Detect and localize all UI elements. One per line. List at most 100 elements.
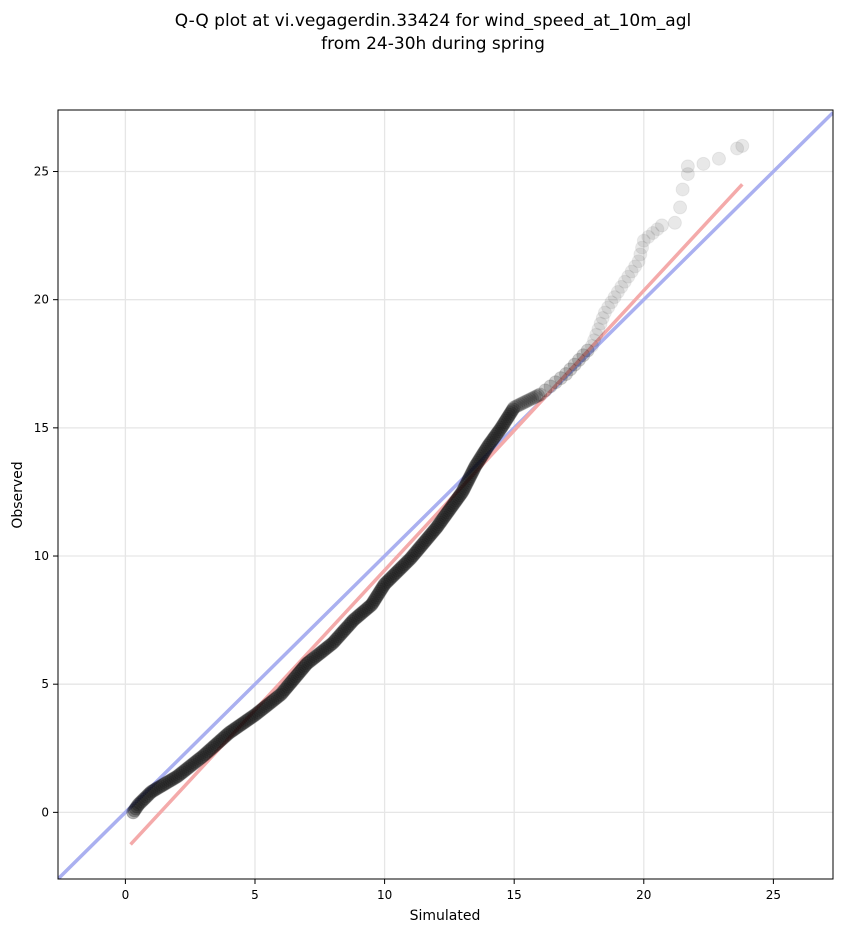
data-point (454, 486, 469, 501)
data-point (222, 725, 237, 740)
data-point (318, 641, 333, 656)
data-point (261, 697, 276, 712)
data-point (185, 757, 200, 772)
y-tick-label: 25 (34, 165, 49, 179)
data-point (636, 233, 651, 248)
data-point (340, 619, 355, 634)
data-point (303, 653, 318, 668)
data-point (149, 781, 164, 796)
data-point (348, 611, 363, 626)
data-point (425, 525, 440, 540)
data-point (377, 577, 392, 592)
y-tick-label: 10 (34, 549, 49, 563)
data-point (490, 426, 505, 441)
data-point (330, 631, 345, 646)
data-point (463, 469, 478, 484)
data-point (301, 655, 316, 670)
data-point (204, 741, 219, 756)
data-point (455, 484, 470, 499)
data-point (278, 682, 293, 697)
data-point (418, 533, 433, 548)
data-point (361, 600, 376, 615)
data-point (457, 480, 472, 495)
data-point (385, 569, 400, 584)
data-point (220, 727, 235, 742)
data-point (284, 674, 299, 689)
data-point (580, 343, 595, 358)
data-point (371, 586, 386, 601)
data-point (438, 508, 453, 523)
data-point (450, 491, 465, 506)
data-point (358, 603, 373, 618)
data-point (654, 218, 669, 233)
data-point (434, 513, 449, 528)
data-point (317, 643, 332, 658)
data-point (177, 763, 192, 778)
data-point (471, 453, 486, 468)
data-point (175, 765, 190, 780)
data-point (466, 463, 481, 478)
data-point (230, 719, 245, 734)
data-point (475, 448, 490, 463)
data-point (426, 524, 441, 539)
data-point (667, 215, 682, 230)
data-point (237, 715, 252, 730)
data-point (199, 746, 214, 761)
data-point (403, 551, 418, 566)
data-point (295, 661, 310, 676)
data-point (435, 512, 450, 527)
data-point (465, 465, 480, 480)
data-point (525, 391, 540, 406)
data-point (509, 399, 524, 414)
data-point (315, 644, 330, 659)
data-point (228, 721, 243, 736)
data-point (359, 601, 374, 616)
data-point (449, 493, 464, 508)
x-tick-label: 5 (251, 888, 259, 902)
data-point (280, 679, 295, 694)
data-point (299, 656, 314, 671)
data-point (170, 769, 185, 784)
data-point (148, 782, 163, 797)
data-point (502, 407, 517, 422)
data-point (593, 316, 608, 331)
data-point (587, 333, 602, 348)
data-point (430, 519, 445, 534)
x-tick-label: 15 (507, 888, 522, 902)
reference-lines (58, 111, 833, 879)
data-point (232, 718, 247, 733)
data-point (477, 444, 492, 459)
y-ticks: 0 5 10 15 20 25 (34, 165, 58, 819)
data-point (273, 687, 288, 702)
data-point (413, 540, 428, 555)
data-point (223, 724, 238, 739)
data-point (523, 392, 538, 407)
data-point (282, 677, 297, 692)
data-point (235, 716, 250, 731)
data-point (258, 699, 273, 714)
data-point (379, 575, 394, 590)
data-point (132, 796, 147, 811)
data-point (650, 222, 665, 237)
data-point (431, 517, 446, 532)
data-point (504, 404, 519, 419)
data-point (353, 607, 368, 622)
data-point (439, 507, 454, 522)
data-point (567, 357, 582, 372)
data-point (538, 383, 553, 398)
data-point (126, 805, 141, 820)
data-point (276, 684, 291, 699)
data-point (498, 413, 513, 428)
data-point (469, 457, 484, 472)
data-point (266, 692, 281, 707)
data-point (571, 352, 586, 367)
data-point (589, 327, 604, 342)
data-point (196, 748, 211, 763)
data-point (283, 676, 298, 691)
data-point (395, 559, 410, 574)
data-point (308, 649, 323, 664)
data-point (368, 592, 383, 607)
data-point (365, 595, 380, 610)
data-point (272, 688, 287, 703)
data-point (408, 545, 423, 560)
